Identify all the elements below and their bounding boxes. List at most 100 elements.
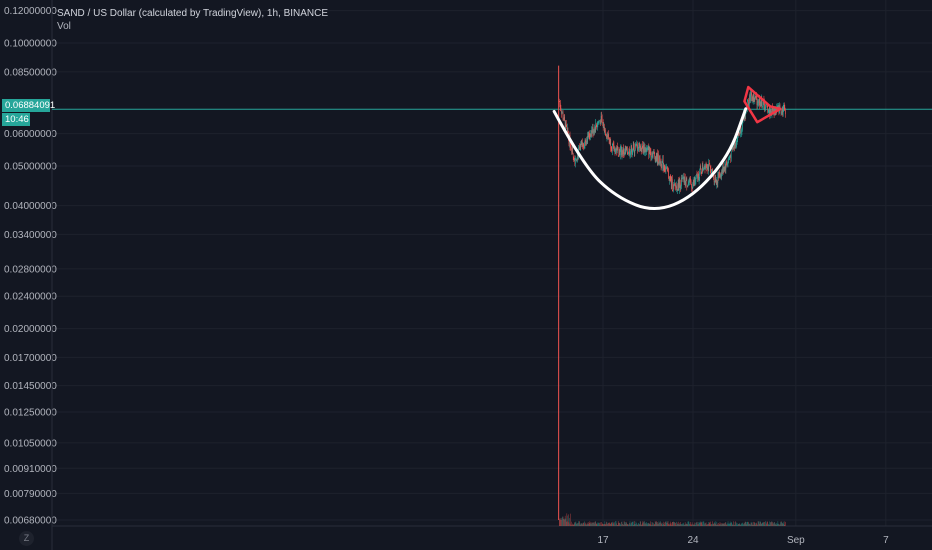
candle-body (653, 151, 654, 154)
volume-bar (783, 524, 785, 526)
volume-bar (779, 524, 780, 526)
volume-bar (610, 523, 612, 526)
candle-body (622, 150, 623, 155)
volume-bar (560, 517, 562, 526)
current-price-label: 0.06884091 (2, 99, 55, 112)
candle-body (588, 131, 590, 136)
volume-bar (647, 522, 649, 526)
candle-body (565, 122, 567, 126)
y-tick-label: 0.02000000 (4, 324, 57, 335)
volume-bar (677, 524, 678, 526)
candle-body (580, 143, 582, 145)
candle-body (684, 177, 685, 183)
volume-bar (562, 516, 564, 526)
volume-bar (692, 524, 693, 526)
volume-bar (712, 521, 713, 526)
volume-bar (777, 523, 778, 526)
candle-body (728, 157, 730, 160)
candle-body (583, 142, 584, 146)
volume-bar (761, 523, 763, 526)
candle-body (781, 109, 783, 113)
candle-body (764, 102, 765, 110)
candle-body (736, 142, 737, 144)
candle-body (642, 143, 643, 147)
candle-body (773, 107, 774, 114)
volume-bar (564, 515, 566, 526)
candle-body (723, 169, 725, 171)
volume-bar (598, 522, 600, 526)
candle-body (625, 148, 627, 151)
volume-bar (736, 523, 738, 526)
candle-body (710, 166, 711, 169)
pennant-annotation[interactable] (743, 85, 782, 124)
cup-annotation-curve[interactable] (552, 107, 748, 211)
candle-body (760, 102, 762, 106)
candle-body (609, 140, 610, 144)
volume-bar (642, 523, 644, 526)
volume-bar (770, 522, 772, 526)
candle-body (558, 101, 560, 102)
volume-bar (764, 524, 766, 526)
volume-bar (753, 521, 755, 526)
candle-body (606, 135, 607, 138)
volume-bar (778, 524, 780, 526)
y-tick-label: 0.01250000 (4, 407, 57, 418)
candle-body (700, 167, 702, 169)
volume-bar (665, 521, 667, 526)
volume-bar (607, 523, 609, 526)
volume-bar (627, 523, 628, 526)
volume-bar (784, 521, 786, 526)
candle-body (770, 110, 772, 113)
candle-body (763, 100, 764, 106)
volume-bar (636, 524, 638, 526)
candle-body (680, 183, 681, 189)
volume-bar (568, 522, 570, 526)
candle-body (613, 143, 614, 145)
volume-bar (703, 521, 704, 526)
volume-bar (732, 524, 733, 526)
volume-bar (646, 522, 648, 526)
volume-bar (587, 524, 588, 526)
candle-body (584, 144, 585, 148)
candle-body (782, 108, 784, 114)
volume-bar (710, 521, 711, 526)
candle-body (738, 132, 740, 134)
volume-bar (559, 518, 561, 526)
symbol-title[interactable]: SAND / US Dollar (calculated by TradingV… (57, 8, 329, 19)
candle-body (709, 164, 711, 167)
volume-bar (716, 521, 718, 526)
candle-body (665, 170, 666, 171)
volume-bar (646, 522, 647, 526)
candle-body (592, 126, 593, 133)
volume-bar (691, 522, 693, 526)
volume-bar (597, 522, 598, 526)
volume-bar (626, 523, 628, 526)
candle-body (685, 178, 687, 181)
y-tick-label: 0.04000000 (4, 201, 57, 212)
candle-body (619, 149, 621, 156)
auto-scale-button[interactable]: Z (19, 531, 34, 546)
volume-bar (632, 521, 633, 526)
candle-body (570, 146, 571, 148)
volume-bar (702, 524, 704, 526)
candle-body (561, 110, 562, 114)
volume-bar (758, 521, 760, 526)
volume-bar (571, 524, 573, 526)
volume-bar (612, 523, 614, 526)
candle-body (661, 166, 662, 168)
candle-body (590, 134, 592, 137)
volume-bar (776, 522, 778, 526)
volume-bar (740, 524, 741, 526)
volume-bar (583, 522, 584, 526)
volume-bar (613, 523, 614, 526)
volume-indicator-label[interactable]: Vol (57, 21, 71, 32)
candle-body (651, 156, 652, 157)
volume-bar (678, 521, 680, 526)
candle-body (586, 139, 587, 144)
volume-bar (565, 518, 567, 526)
volume-bar (581, 523, 583, 526)
candle-body (658, 163, 660, 164)
volume-bar (560, 519, 561, 526)
